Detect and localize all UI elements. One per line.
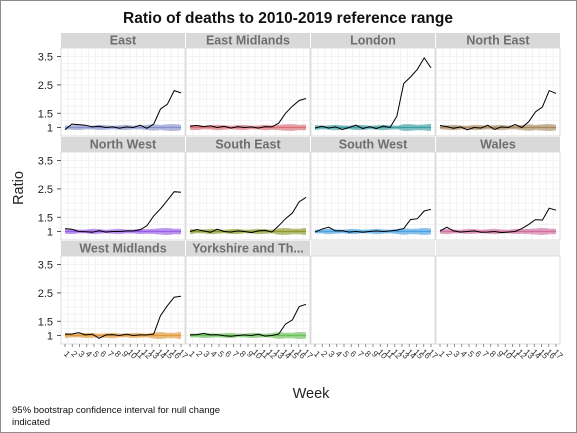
x-tick-label: 9 bbox=[495, 349, 506, 360]
facet-strip bbox=[61, 241, 185, 256]
x-tick-label: 5 bbox=[341, 349, 352, 360]
x-tick-label: 2 bbox=[69, 349, 80, 360]
series-line bbox=[189, 98, 307, 129]
x-tick-label: 1 bbox=[187, 349, 198, 360]
chart-title: Ratio of deaths to 2010-2019 reference r… bbox=[123, 10, 453, 27]
y-tick-label: 3.5 bbox=[38, 260, 53, 272]
facet-strip-label: South East bbox=[215, 138, 281, 152]
x-tick-label: 4 bbox=[459, 349, 470, 360]
x-tick-label: 1 bbox=[437, 349, 448, 360]
series-line bbox=[439, 89, 557, 131]
facet-strip-label: North West bbox=[90, 138, 157, 152]
facet-strip-label: Wales bbox=[480, 138, 516, 152]
x-tick-label: 6 bbox=[348, 349, 359, 360]
y-tick-label: 2.5 bbox=[38, 288, 53, 300]
footnote: 95% bootstrap confidence interval for nu… bbox=[12, 405, 282, 427]
empty-facet-strip bbox=[436, 241, 560, 256]
facet-panels: East East Midlands London North East North W… bbox=[38, 33, 565, 361]
x-tick-label: 3 bbox=[451, 349, 462, 360]
series-line bbox=[439, 207, 557, 234]
footnote-line-1: 95% bootstrap confidence interval for nu… bbox=[12, 405, 221, 416]
facet-plot-area bbox=[435, 255, 561, 345]
empty-facet-strip bbox=[311, 241, 435, 256]
x-tick-label: 2 bbox=[444, 349, 455, 360]
y-tick-label: 2.5 bbox=[38, 80, 53, 92]
facet-strip-label: East Midlands bbox=[206, 34, 290, 48]
series-line bbox=[189, 303, 307, 337]
y-tick-label: 1.5 bbox=[38, 108, 53, 120]
series-line bbox=[65, 295, 182, 339]
x-tick-label: 8 bbox=[488, 349, 499, 360]
y-tick-label: 1.5 bbox=[38, 316, 53, 328]
facet-strip bbox=[61, 137, 185, 152]
y-tick-label: 3.5 bbox=[38, 52, 53, 64]
y-tick-label: 3.5 bbox=[38, 156, 53, 168]
x-tick-label: 7 bbox=[480, 349, 491, 360]
facet-strip-label: North East bbox=[466, 34, 530, 48]
x-tick-label: 6 bbox=[223, 349, 234, 360]
x-tick-label: 7 bbox=[355, 349, 366, 360]
x-tick-label: 8 bbox=[363, 349, 374, 360]
series-line bbox=[64, 89, 182, 131]
x-tick-label: 6 bbox=[473, 349, 484, 360]
footnote-line-2: indicated bbox=[12, 417, 51, 427]
y-tick-label: 1 bbox=[47, 122, 53, 134]
x-tick-label: 1 bbox=[62, 349, 73, 360]
series-line bbox=[314, 208, 432, 233]
series-line bbox=[64, 191, 182, 233]
x-tick-label: 5 bbox=[466, 349, 477, 360]
facet-strip-label: London bbox=[350, 34, 396, 48]
facet-grid bbox=[436, 152, 560, 240]
series-line bbox=[314, 56, 432, 131]
x-tick-label: 7 bbox=[230, 349, 241, 360]
x-tick-label: 3 bbox=[326, 349, 337, 360]
facet-strip bbox=[186, 33, 310, 48]
facet-strip-label: West Midlands bbox=[79, 242, 166, 256]
x-tick-label: 3 bbox=[201, 349, 212, 360]
y-tick-label: 1 bbox=[47, 330, 53, 342]
x-tick-label: 8 bbox=[238, 349, 249, 360]
x-tick-label: 1 bbox=[312, 349, 323, 360]
facet-plot-area bbox=[310, 255, 436, 345]
facet-strip bbox=[436, 33, 560, 48]
x-tick-label: 4 bbox=[84, 349, 95, 360]
x-tick-label: 3 bbox=[76, 349, 87, 360]
facet-strip bbox=[311, 137, 435, 152]
facet-grid bbox=[61, 48, 185, 136]
facet-strip bbox=[436, 137, 560, 152]
x-tick-label: 5 bbox=[91, 349, 102, 360]
facet-strip bbox=[186, 137, 310, 152]
x-tick-label: 9 bbox=[245, 349, 256, 360]
x-tick-label: 2 bbox=[194, 349, 205, 360]
x-tick-label: 6 bbox=[98, 349, 109, 360]
series-line bbox=[189, 196, 307, 234]
facet-strip-label: South West bbox=[339, 138, 408, 152]
x-tick-label: 9 bbox=[370, 349, 381, 360]
x-axis-title: Week bbox=[293, 386, 331, 402]
x-tick-label: 4 bbox=[334, 349, 345, 360]
facet-grid bbox=[186, 152, 310, 240]
y-axis-title: Ratio bbox=[11, 171, 27, 205]
x-tick-label: 2 bbox=[319, 349, 330, 360]
facet-strip-label: East bbox=[110, 34, 137, 48]
x-tick-label: 9 bbox=[120, 349, 131, 360]
facet-grid bbox=[186, 48, 310, 136]
facet-grid bbox=[61, 256, 185, 344]
facet-grid bbox=[61, 152, 185, 240]
x-tick-label: 5 bbox=[216, 349, 227, 360]
x-tick-label: 8 bbox=[113, 349, 124, 360]
x-tick-label: 4 bbox=[209, 349, 220, 360]
y-tick-label: 2.5 bbox=[38, 184, 53, 196]
facet-strip bbox=[61, 33, 185, 48]
x-tick-label: 7 bbox=[105, 349, 116, 360]
facet-strip bbox=[311, 33, 435, 48]
y-tick-label: 1 bbox=[47, 226, 53, 238]
facet-strip-label: Yorkshire and Th... bbox=[192, 242, 304, 256]
facet-strip bbox=[186, 241, 310, 256]
y-tick-label: 1.5 bbox=[38, 212, 53, 224]
